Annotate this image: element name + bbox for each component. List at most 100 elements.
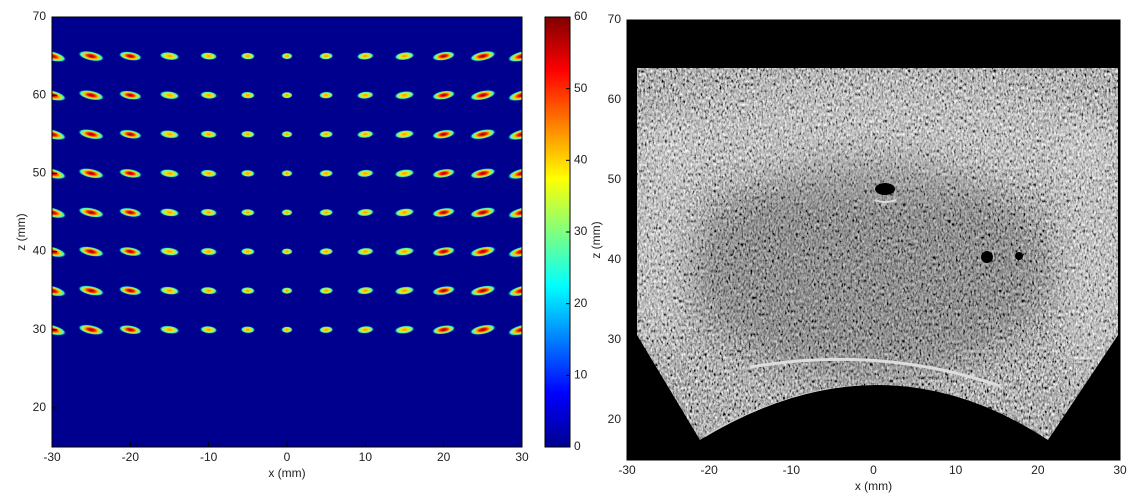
x-tick-label: 10 (949, 463, 963, 477)
colorbar (544, 16, 571, 448)
y-tick-label: 40 (608, 252, 622, 266)
point-spread (469, 246, 497, 257)
y-tick-label: 20 (608, 412, 622, 426)
point-spread (431, 90, 456, 101)
point-spread (431, 207, 456, 218)
y-axis-label: z (mm) (14, 213, 28, 250)
point-spread (118, 90, 143, 101)
point-spread (159, 51, 180, 61)
point-spread (469, 324, 497, 336)
y-tick-label: 50 (608, 172, 622, 186)
point-spread (356, 325, 375, 334)
lesion (981, 251, 993, 263)
point-spread (52, 167, 67, 180)
point-spread (394, 90, 415, 100)
x-tick-label: -20 (122, 450, 140, 464)
point-spread (507, 245, 522, 258)
x-tick-label: 20 (1031, 463, 1045, 477)
bright-layer (650, 80, 1110, 200)
y-tick-label: 40 (33, 244, 47, 258)
point-spread (281, 208, 293, 216)
point-spread (240, 325, 256, 334)
image-panel (626, 19, 1121, 461)
point-spread (77, 89, 105, 101)
point-spread (394, 247, 415, 256)
point-spread (469, 89, 497, 101)
x-tick-label: 0 (284, 450, 291, 464)
point-spread (431, 285, 456, 296)
point-spread (318, 247, 334, 256)
point-spread (77, 285, 105, 297)
point-spread (281, 130, 293, 138)
point-spread (159, 247, 180, 256)
point-spread (394, 51, 415, 61)
point-spread (118, 51, 143, 61)
point-spread (281, 248, 293, 256)
y-tick-label: 30 (33, 322, 47, 336)
point-spread (52, 128, 67, 141)
heatmap-panel (51, 16, 571, 448)
y-tick-label: 50 (33, 166, 47, 180)
point-spread (318, 52, 334, 60)
point-spread (240, 247, 256, 256)
point-spread (507, 284, 522, 297)
x-tick-label: -10 (200, 450, 218, 464)
dark-organ (690, 160, 1050, 380)
point-spread (240, 91, 256, 99)
point-spread (118, 285, 143, 296)
point-spread (199, 247, 218, 256)
point-spread (356, 208, 375, 217)
lesion (875, 183, 895, 195)
point-spread (469, 50, 497, 62)
x-tick-label: 10 (359, 450, 373, 464)
point-spread (118, 168, 143, 179)
echo (874, 199, 897, 203)
point-spread (356, 130, 375, 139)
x-axis-label: x (mm) (855, 479, 892, 493)
point-spread (469, 167, 497, 179)
point-spread (394, 325, 415, 335)
point-spread (356, 52, 375, 61)
point-spread (52, 206, 67, 219)
y-tick-label: 60 (33, 87, 47, 101)
point-spread (281, 91, 293, 99)
point-spread (159, 129, 180, 139)
point-spread (469, 207, 497, 218)
x-tick-label: 30 (515, 450, 529, 464)
point-spread (118, 324, 143, 335)
point-spread (52, 50, 67, 63)
x-tick-label: -30 (618, 463, 636, 477)
colorbar-tick-label: 10 (574, 368, 588, 382)
colorbar-tick-label: 60 (574, 9, 588, 23)
x-tick-label: -10 (783, 463, 801, 477)
point-spread (469, 128, 497, 140)
point-spread (77, 50, 105, 62)
point-spread (394, 168, 415, 178)
point-spread (394, 286, 415, 296)
point-spread (431, 246, 456, 257)
point-spread (318, 130, 334, 139)
point-spread (77, 324, 105, 336)
point-spread (507, 206, 522, 219)
point-spread (318, 91, 334, 99)
point-spread (52, 284, 67, 297)
point-spread (281, 169, 293, 177)
y-tick-label: 20 (33, 400, 47, 414)
point-spread (318, 208, 334, 217)
point-spread (52, 245, 67, 258)
point-spread (507, 89, 522, 102)
y-axis-label: z (mm) (589, 221, 603, 258)
point-spread (281, 52, 293, 60)
point-spread (199, 286, 218, 295)
x-tick-label: -30 (43, 450, 61, 464)
y-tick-label: 70 (33, 9, 47, 23)
point-spread (431, 168, 456, 179)
point-spread (469, 285, 497, 297)
point-spread (318, 286, 334, 295)
point-spread (199, 52, 218, 61)
x-tick-label: -20 (700, 463, 718, 477)
point-spread (394, 208, 415, 217)
colorbar-tick-label: 50 (574, 81, 588, 95)
point-spread (159, 208, 180, 217)
